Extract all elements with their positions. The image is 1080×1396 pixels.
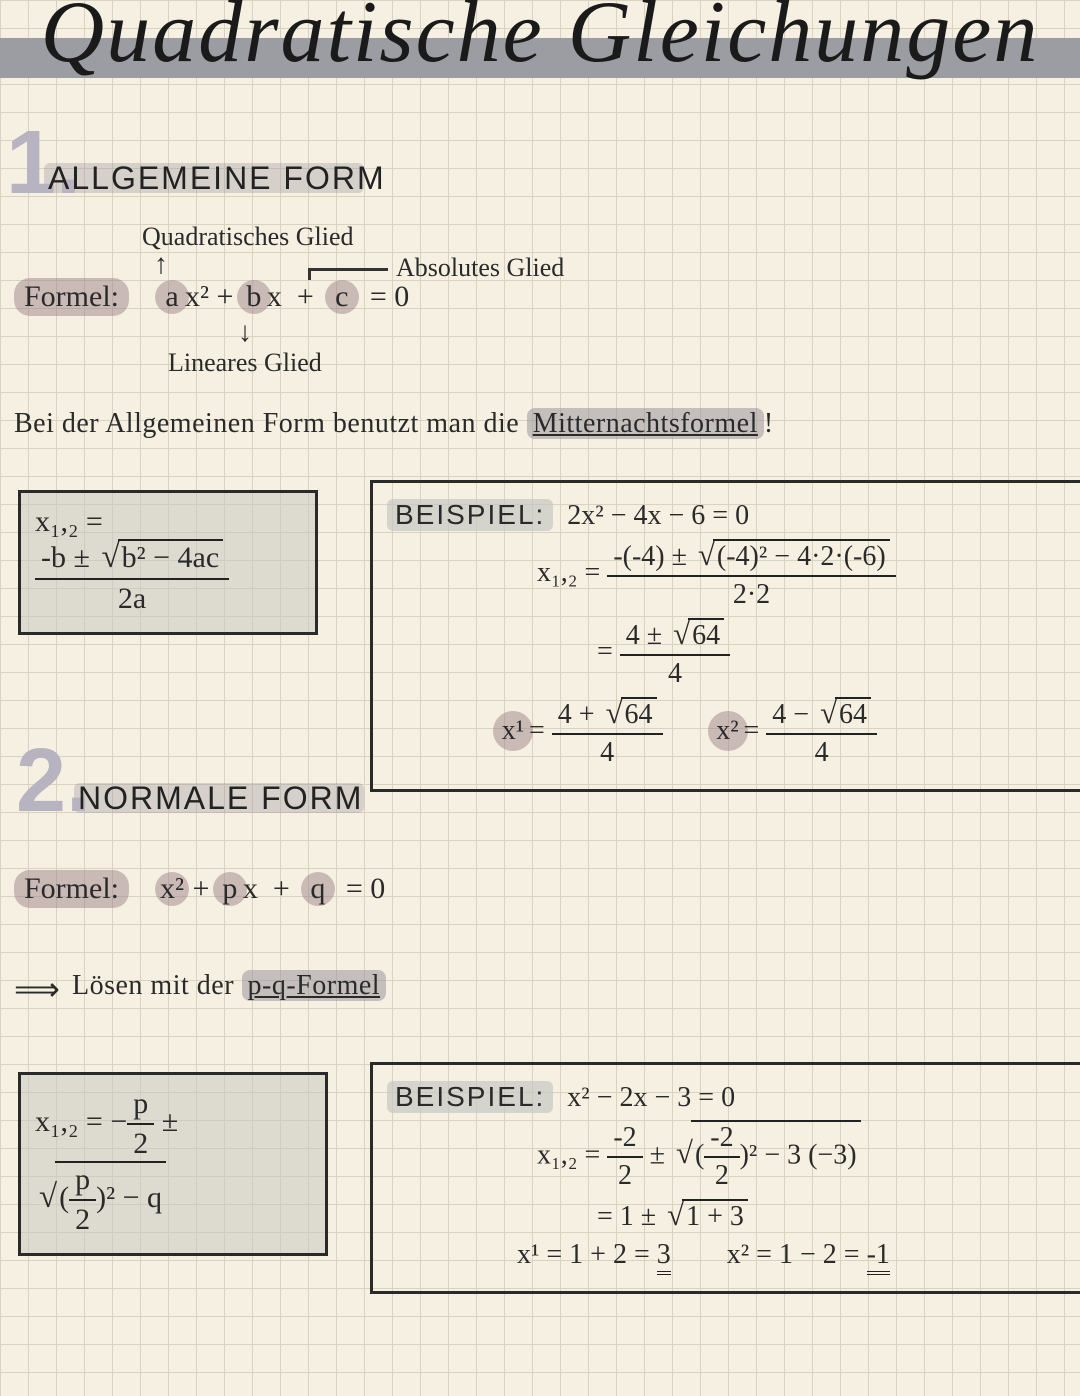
- term2-x2: x²: [155, 872, 189, 906]
- quadratic-formula-box: x₁,₂ = -b ± b² − 4ac 2a: [18, 490, 318, 635]
- plus2-2: +: [273, 872, 290, 905]
- ex2-r1: x¹ = 1 + 2 =: [517, 1239, 657, 1270]
- term-c: c: [325, 280, 359, 314]
- implies-arrow: ⟹: [14, 970, 56, 1008]
- term2-q: q: [301, 872, 335, 906]
- plus-1: +: [217, 280, 234, 313]
- example-2-box: BEISPIEL: x² − 2x − 3 = 0 x₁,₂ = -22 ± (…: [370, 1062, 1080, 1294]
- ex2-r1-ans: 3: [657, 1239, 671, 1275]
- eq2-zero: = 0: [346, 872, 385, 905]
- ex1-r1-lhs: x¹: [493, 711, 533, 751]
- example-1-label: BEISPIEL:: [387, 499, 553, 531]
- label-quadratic-term: Quadratisches Glied: [142, 222, 354, 252]
- term-x: x: [267, 280, 282, 313]
- ex1-eq: 2x² − 4x − 6 = 0: [567, 500, 749, 531]
- ex2-s1b-den: 2: [704, 1158, 739, 1192]
- ex2-r2: x² = 1 − 2 =: [727, 1239, 867, 1270]
- formel-label: Formel:: [14, 278, 129, 316]
- formel-label-2: Formel:: [14, 870, 129, 908]
- note-1-hl: Mitternachtsformel: [527, 408, 764, 439]
- ex1-s1-lhs: x₁,₂ =: [537, 557, 600, 588]
- note-2: Lösen mit der p-q-Formel: [72, 970, 386, 1002]
- example-1-box: BEISPIEL: 2x² − 4x − 6 = 0 x₁,₂ = -(-4) …: [370, 480, 1080, 792]
- ex1-r2-lhs: x²: [708, 711, 748, 751]
- heading-2-text: NORMALE FORM: [78, 780, 363, 816]
- qf-den: 2a: [35, 580, 229, 616]
- page-title: Quadratische Gleichungen: [0, 0, 1080, 83]
- term-a: a: [155, 280, 189, 314]
- formula-2: Formel: x² + px + q = 0: [14, 870, 385, 908]
- label-absolute-term: Absolutes Glied: [396, 253, 564, 283]
- pq-p-den: 2: [127, 1125, 154, 1161]
- term-b: b: [237, 280, 271, 314]
- section-1-heading: ALLGEMEINE FORM: [48, 160, 386, 197]
- pq-formula-box: x₁,₂ = −p2 ± (p2)² − q: [18, 1072, 328, 1256]
- term2-p: p: [213, 872, 247, 906]
- eq-zero: = 0: [370, 280, 409, 313]
- heading-text: ALLGEMEINE FORM: [48, 160, 386, 196]
- pq-in-den: 2: [69, 1201, 96, 1237]
- plus2-1: +: [193, 872, 210, 905]
- example-2-label: BEISPIEL:: [387, 1081, 553, 1113]
- label-linear-term: Lineares Glied: [168, 348, 322, 378]
- section-2-heading: NORMALE FORM: [78, 780, 363, 817]
- ex2-s1-tail: − 3 (−3): [764, 1139, 856, 1170]
- formula-1: Formel: ax² + bx + c = 0: [14, 278, 409, 316]
- pq-in-num: p: [69, 1163, 96, 1201]
- term2-x: x: [243, 872, 258, 905]
- plus-2: +: [297, 280, 314, 313]
- ex1-s1-den: 2·2: [607, 577, 895, 611]
- pq-minus-q: − q: [123, 1181, 162, 1214]
- term-x2: x²: [185, 280, 209, 313]
- arrow-up-icon: ↑: [154, 248, 168, 280]
- ex1-r2-den: 4: [766, 735, 877, 769]
- ex1-s2-den: 4: [620, 656, 730, 690]
- ex2-s1a-num: -2: [607, 1122, 642, 1158]
- arrow-down-icon: ↓: [238, 316, 252, 348]
- note-1: Bei der Allgemeinen Form benutzt man die…: [14, 408, 774, 440]
- qf-lhs: x₁,₂ =: [35, 505, 103, 538]
- pq-p-num: p: [127, 1087, 154, 1125]
- ex2-eq: x² − 2x − 3 = 0: [567, 1082, 735, 1113]
- ex2-s1b-num: -2: [704, 1122, 739, 1158]
- note-1-a: Bei der Allgemeinen Form benutzt man die: [14, 408, 527, 439]
- ex2-s1-lhs: x₁,₂ =: [537, 1139, 600, 1170]
- note-2-hl: p-q-Formel: [242, 970, 387, 1001]
- ex1-r1-den: 4: [552, 735, 663, 769]
- ex2-s1a-den: 2: [607, 1158, 642, 1192]
- note-2-a: Lösen mit der: [72, 970, 242, 1001]
- ex2-r2-ans: -1: [867, 1239, 890, 1275]
- note-1-end: !: [764, 408, 774, 439]
